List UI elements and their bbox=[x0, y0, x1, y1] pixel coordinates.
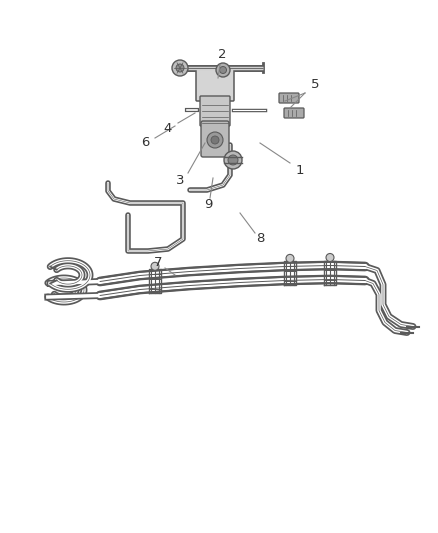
Text: 8: 8 bbox=[256, 232, 264, 246]
Circle shape bbox=[286, 254, 294, 262]
Circle shape bbox=[216, 63, 230, 77]
Text: 4: 4 bbox=[164, 122, 172, 134]
FancyBboxPatch shape bbox=[196, 69, 234, 101]
FancyBboxPatch shape bbox=[284, 108, 304, 118]
Text: 9: 9 bbox=[204, 198, 212, 212]
Circle shape bbox=[219, 67, 226, 74]
Circle shape bbox=[207, 132, 223, 148]
Circle shape bbox=[224, 151, 242, 169]
Text: 7: 7 bbox=[154, 256, 162, 270]
FancyBboxPatch shape bbox=[279, 93, 299, 103]
Circle shape bbox=[211, 136, 219, 144]
Circle shape bbox=[228, 155, 238, 165]
Text: 5: 5 bbox=[311, 78, 319, 92]
Text: 3: 3 bbox=[176, 174, 184, 187]
Circle shape bbox=[151, 262, 159, 270]
Circle shape bbox=[172, 60, 188, 76]
FancyBboxPatch shape bbox=[200, 96, 230, 126]
Text: 2: 2 bbox=[218, 49, 226, 61]
Circle shape bbox=[176, 64, 184, 72]
Circle shape bbox=[326, 254, 334, 262]
FancyBboxPatch shape bbox=[201, 121, 229, 157]
Text: 6: 6 bbox=[141, 136, 149, 149]
Text: 1: 1 bbox=[296, 165, 304, 177]
